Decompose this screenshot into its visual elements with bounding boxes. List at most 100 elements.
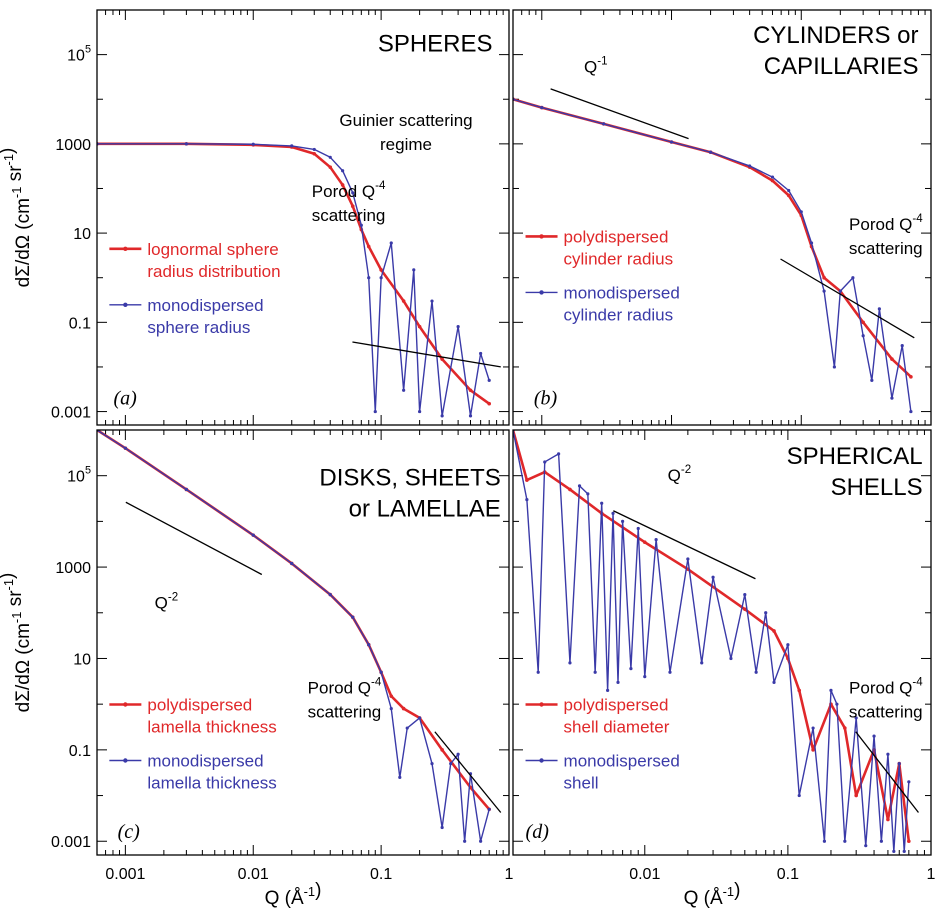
data-point <box>799 210 803 214</box>
panel-title: or LAMELLAE <box>349 495 501 522</box>
series-monodispersed <box>97 142 491 418</box>
data-point <box>611 511 615 515</box>
data-point <box>418 716 422 720</box>
panel-a: 0.001 0.1 10 1000 105 SPHERES Guinier scatteri… <box>0 9 510 426</box>
data-point <box>822 289 826 293</box>
legend-label: monodispersed <box>564 283 680 302</box>
data-point <box>890 357 894 361</box>
x-tick-label: 0.001 <box>105 866 145 883</box>
data-point <box>770 175 775 179</box>
data-point <box>468 414 473 418</box>
annotation-text: scattering <box>312 206 386 225</box>
y-tick-label: 10 <box>73 651 91 668</box>
annotation-text: Guinier scattering <box>339 111 472 130</box>
data-point <box>328 155 332 159</box>
data-point <box>525 478 529 482</box>
data-point <box>668 670 672 674</box>
legend-label: lamella thickness <box>147 718 276 737</box>
legend-label: sphere radius <box>147 318 250 337</box>
panel-b: CYLINDERS or CAPILLARIES Q-1 Porod Q-4 scatt… <box>512 9 932 426</box>
data-point <box>909 409 913 414</box>
data-point <box>586 492 590 496</box>
series-monodispersed <box>97 430 491 843</box>
data-point <box>367 643 371 647</box>
data-point <box>643 675 647 679</box>
data-point <box>870 378 874 382</box>
data-point <box>540 105 544 110</box>
data-point <box>456 752 460 756</box>
data-point <box>616 680 620 684</box>
annotation-text: scattering <box>308 703 382 722</box>
y-tick-label: 0.001 <box>51 405 91 422</box>
data-point <box>389 706 393 711</box>
data-point <box>829 688 833 693</box>
legend-label: monodispersed <box>147 752 263 771</box>
data-point <box>456 325 460 329</box>
x-tick-label: 1 <box>927 866 936 883</box>
annotation-text: Porod Q-4 <box>308 677 382 698</box>
legend-marker <box>539 290 544 295</box>
annotation-text: Porod Q-4 <box>849 213 923 234</box>
y-tick-label: 1000 <box>55 560 91 577</box>
data-point <box>479 839 483 843</box>
data-point <box>772 680 776 684</box>
data-point <box>843 726 847 730</box>
panel-letter: (a) <box>113 387 137 409</box>
data-point <box>328 165 333 169</box>
slope-guide-line <box>434 731 502 813</box>
data-point <box>440 414 444 418</box>
data-point <box>772 629 776 633</box>
data-point <box>449 762 453 766</box>
slope-guide-line <box>550 88 689 140</box>
y-tick-label: 10 <box>73 226 91 243</box>
data-point <box>642 540 647 545</box>
data-point <box>525 497 529 502</box>
legend-label: polydispersed <box>564 696 669 715</box>
data-point <box>669 140 674 144</box>
legend-label: cylinder radius <box>564 249 674 268</box>
x-tick-label: 0.01 <box>238 866 269 883</box>
legend-marker <box>123 758 128 763</box>
data-point <box>341 169 345 173</box>
legend-label: monodispersed <box>147 296 263 315</box>
legend-marker <box>123 702 128 707</box>
data-point <box>786 643 790 647</box>
data-point <box>379 276 383 280</box>
data-point <box>440 357 444 361</box>
panel-title: CAPILLARIES <box>764 53 919 80</box>
data-point <box>389 241 393 245</box>
data-point <box>811 726 815 730</box>
data-point <box>861 334 865 338</box>
data-point <box>184 487 188 492</box>
annotation-text: Q-2 <box>668 464 692 485</box>
legend-label: shell diameter <box>564 718 670 737</box>
panel-title: CYLINDERS or <box>753 22 918 49</box>
data-point <box>886 752 890 756</box>
y-tick-label: 105 <box>67 465 91 486</box>
y-tick-label: 0.1 <box>69 315 91 332</box>
data-point <box>854 793 858 798</box>
data-point <box>417 324 422 329</box>
data-point <box>440 825 444 830</box>
data-point <box>557 452 561 456</box>
data-point <box>359 223 363 227</box>
y-axis-label: dΣ/dΩ (cm-1 sr-1) <box>0 148 34 288</box>
data-point <box>350 204 355 209</box>
data-point <box>797 793 801 798</box>
data-point <box>877 307 881 311</box>
legend-label: polydispersed <box>564 227 669 246</box>
data-point <box>401 299 406 303</box>
data-point <box>629 667 633 671</box>
panel-title: SPHERICAL <box>787 443 923 470</box>
data-point <box>593 670 597 674</box>
data-point <box>379 268 383 272</box>
data-point <box>900 344 904 348</box>
data-point <box>412 268 416 272</box>
y-tick-label: 105 <box>67 44 91 65</box>
data-point <box>754 670 758 674</box>
data-point <box>543 460 547 464</box>
series-monodispersed <box>513 430 911 853</box>
data-point <box>897 762 901 766</box>
legend-label: lognormal sphere <box>147 240 278 259</box>
